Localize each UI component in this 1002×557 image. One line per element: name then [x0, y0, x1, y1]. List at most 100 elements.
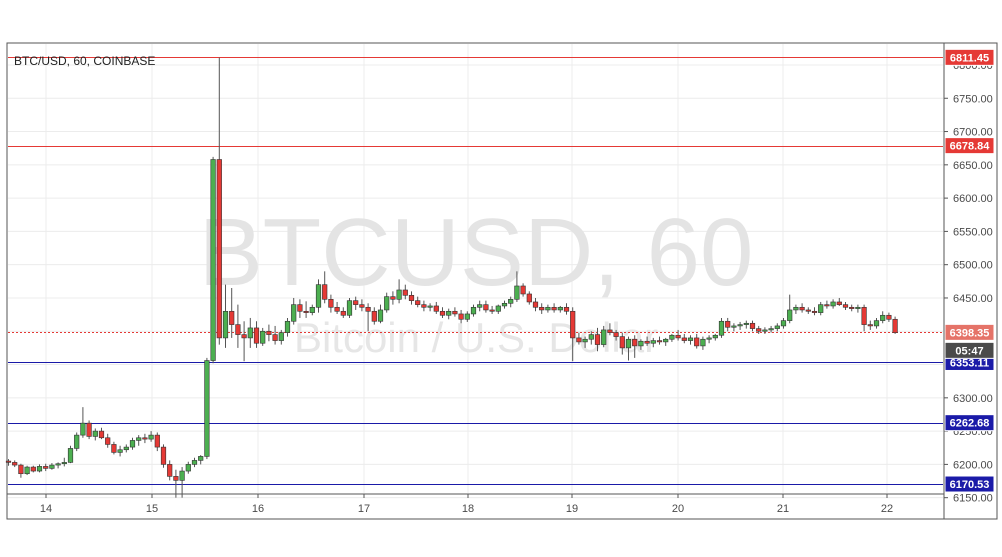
time-axis-label: 14 — [40, 503, 52, 515]
candle — [830, 299, 836, 309]
candle-body — [173, 476, 179, 481]
candle — [179, 467, 185, 498]
candle-body — [30, 466, 36, 472]
candle-body — [123, 446, 129, 451]
candle — [737, 321, 743, 330]
candle-body — [818, 304, 824, 313]
candle — [762, 327, 768, 334]
candle — [421, 300, 427, 312]
candle — [92, 428, 98, 441]
candle-body — [644, 340, 650, 344]
candle-body — [204, 360, 210, 457]
candle-body — [805, 309, 811, 312]
candle-body — [545, 306, 551, 311]
candle-body — [886, 314, 892, 320]
candle — [470, 304, 477, 317]
candle — [532, 297, 539, 312]
candle — [632, 335, 638, 358]
price-axis-label: 6150.00 — [953, 493, 993, 505]
candle — [625, 336, 632, 361]
candle — [266, 324, 272, 342]
candle-body — [793, 306, 799, 311]
candle — [191, 457, 198, 468]
candle — [669, 333, 675, 342]
time-axis-label: 16 — [252, 503, 264, 515]
support-price-tag-bg — [944, 475, 995, 493]
candle — [365, 303, 371, 332]
candle-body — [799, 306, 805, 311]
candle — [105, 433, 111, 448]
candle — [253, 321, 260, 348]
candle — [514, 271, 520, 302]
candle — [756, 325, 762, 334]
candle-body — [384, 296, 390, 311]
candle-body — [346, 300, 353, 316]
candle-body — [365, 306, 371, 312]
resistance-price-tag: 6811.45 — [944, 48, 995, 66]
candle — [446, 308, 452, 320]
candle — [154, 432, 160, 452]
candle-body — [867, 324, 873, 327]
candle — [712, 333, 718, 341]
candle — [111, 441, 117, 455]
candle-body — [80, 422, 86, 436]
candle — [650, 337, 656, 348]
candle-body — [495, 305, 501, 312]
candle — [415, 296, 421, 308]
candle-body — [284, 320, 291, 333]
candle-body — [576, 337, 582, 343]
candle — [328, 294, 334, 313]
candle — [842, 301, 849, 310]
horizontal-levels — [8, 57, 943, 485]
candle-body — [687, 337, 694, 341]
time-axis[interactable]: 14 15 16 17 18 19 20 21 22 — [40, 494, 893, 515]
support-price-tag-text: 6353.11 — [950, 357, 989, 369]
candle — [663, 337, 669, 346]
candle-body — [756, 328, 762, 332]
candle — [315, 279, 322, 313]
candle-body — [774, 325, 780, 329]
candle-body — [725, 320, 731, 328]
candle — [173, 469, 179, 498]
candle — [774, 323, 780, 332]
candle-body — [415, 300, 421, 305]
candle — [49, 463, 55, 470]
symbol-title: BTC/USD, 60, COINBASE — [14, 54, 155, 68]
candle-body — [309, 306, 315, 313]
candle — [67, 445, 74, 464]
candle — [86, 420, 92, 440]
candle-body — [247, 327, 253, 339]
candle — [501, 300, 508, 309]
candle-body — [353, 300, 359, 305]
candle — [706, 335, 712, 344]
time-axis-label: 21 — [777, 503, 789, 515]
candle — [43, 463, 49, 472]
candle-body — [18, 464, 24, 475]
candle-body — [464, 313, 470, 320]
candle — [136, 435, 142, 446]
candle-body — [588, 334, 594, 340]
candle — [818, 301, 824, 316]
support-price-tag: 6170.53 — [944, 475, 995, 493]
candle — [607, 323, 613, 336]
candle — [396, 279, 402, 304]
chart-watermark: BTCUSD, 60 Bitcoin / U.S. Dollar — [199, 199, 754, 361]
candle-body — [74, 434, 80, 449]
candle — [24, 465, 30, 476]
candle-body — [489, 309, 495, 312]
candle — [291, 297, 297, 325]
candle-body — [427, 305, 433, 308]
candle — [55, 462, 61, 469]
candle — [340, 307, 346, 318]
candle — [235, 304, 241, 348]
time-axis-label: 17 — [358, 503, 370, 515]
candle-body — [179, 470, 185, 481]
candle-body — [501, 302, 508, 307]
candle — [594, 327, 601, 352]
candle — [222, 284, 229, 348]
candle-body — [216, 159, 222, 339]
candle — [570, 307, 576, 362]
candle — [638, 339, 644, 350]
candle — [309, 304, 315, 316]
